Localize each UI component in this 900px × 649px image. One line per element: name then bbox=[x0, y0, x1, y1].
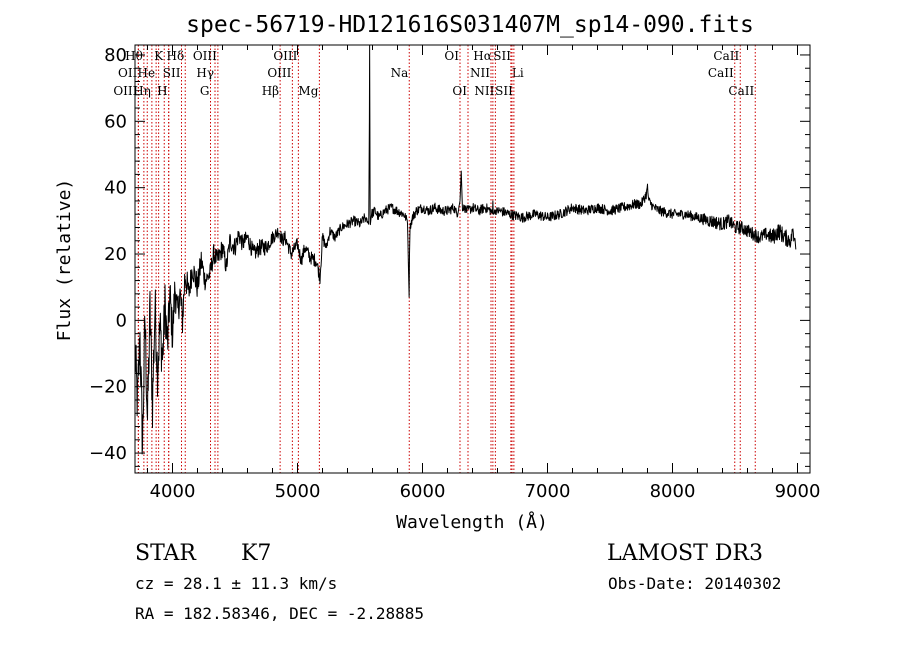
x-tick-label: 4000 bbox=[150, 481, 196, 502]
spectral-line-label: Li bbox=[512, 66, 524, 80]
x-tick-label: 8000 bbox=[650, 481, 696, 502]
spectral-line-label: H bbox=[157, 84, 167, 98]
object-subclass: K7 bbox=[241, 541, 272, 566]
spectral-line-label: Hδ bbox=[167, 49, 185, 63]
spectral-line-label: NII bbox=[470, 66, 490, 80]
x-tick-label: 9000 bbox=[775, 481, 821, 502]
spectral-line-label: Hγ bbox=[196, 66, 214, 80]
spectral-line-label: SII bbox=[495, 84, 513, 98]
spectral-line-label: CaII bbox=[713, 49, 739, 63]
spectral-line-label: SII bbox=[493, 49, 511, 63]
obs-date: Obs-Date: 20140302 bbox=[608, 574, 782, 593]
survey-label: LAMOST DR3 bbox=[607, 541, 763, 566]
object-class: STAR bbox=[135, 541, 196, 566]
spectral-line-label: CaII bbox=[708, 66, 734, 80]
spectral-line-label: G bbox=[200, 84, 210, 98]
y-tick-label: −40 bbox=[89, 443, 127, 464]
spectral-line-label: Mg bbox=[298, 84, 318, 98]
spectral-line-label: OIII bbox=[273, 49, 297, 63]
spectral-line-label: NII bbox=[474, 84, 494, 98]
x-tick-label: 7000 bbox=[525, 481, 571, 502]
spectral-line-label: Na bbox=[391, 66, 409, 80]
spectral-line-label: OI bbox=[452, 84, 467, 98]
spectral-line-label: Hη bbox=[133, 84, 151, 98]
chart-title: spec-56719-HD121616S031407M_sp14-090.fit… bbox=[186, 12, 754, 38]
x-tick-label: 6000 bbox=[400, 481, 446, 502]
y-tick-label: 80 bbox=[104, 45, 127, 66]
redshift-text: cz = 28.1 ± 11.3 km/s bbox=[135, 574, 338, 593]
spectral-line-label: Hθ bbox=[125, 49, 143, 63]
spectral-line-label: OIII bbox=[267, 66, 291, 80]
spectral-line-label: OIII bbox=[113, 84, 137, 98]
spectral-line-label: K bbox=[154, 49, 164, 63]
y-tick-label: 20 bbox=[104, 244, 127, 265]
spectral-line-label: OIII bbox=[193, 49, 217, 63]
flux-series-line bbox=[134, 44, 797, 455]
x-tick-label: 5000 bbox=[275, 481, 321, 502]
x-axis-label: Wavelength (Å) bbox=[396, 511, 548, 533]
spectral-line-label: SII bbox=[163, 66, 181, 80]
y-tick-label: 0 bbox=[116, 310, 127, 331]
spectral-line-label: OII bbox=[118, 66, 138, 80]
y-tick-label: 40 bbox=[104, 178, 127, 199]
plot-frame bbox=[134, 44, 811, 474]
spectral-line-label: He bbox=[138, 66, 156, 80]
spectral-line-label: Hβ bbox=[262, 84, 279, 98]
spectral-line-label: OI bbox=[444, 49, 459, 63]
y-tick-label: 60 bbox=[104, 111, 127, 132]
spectral-line-label: Hα bbox=[473, 49, 492, 63]
y-axis-label: Flux (relative) bbox=[54, 179, 75, 342]
coordinates-text: RA = 182.58346, DEC = -2.28885 bbox=[135, 604, 424, 623]
y-tick-label: −20 bbox=[89, 377, 127, 398]
spectral-line-label: CaII bbox=[728, 84, 754, 98]
